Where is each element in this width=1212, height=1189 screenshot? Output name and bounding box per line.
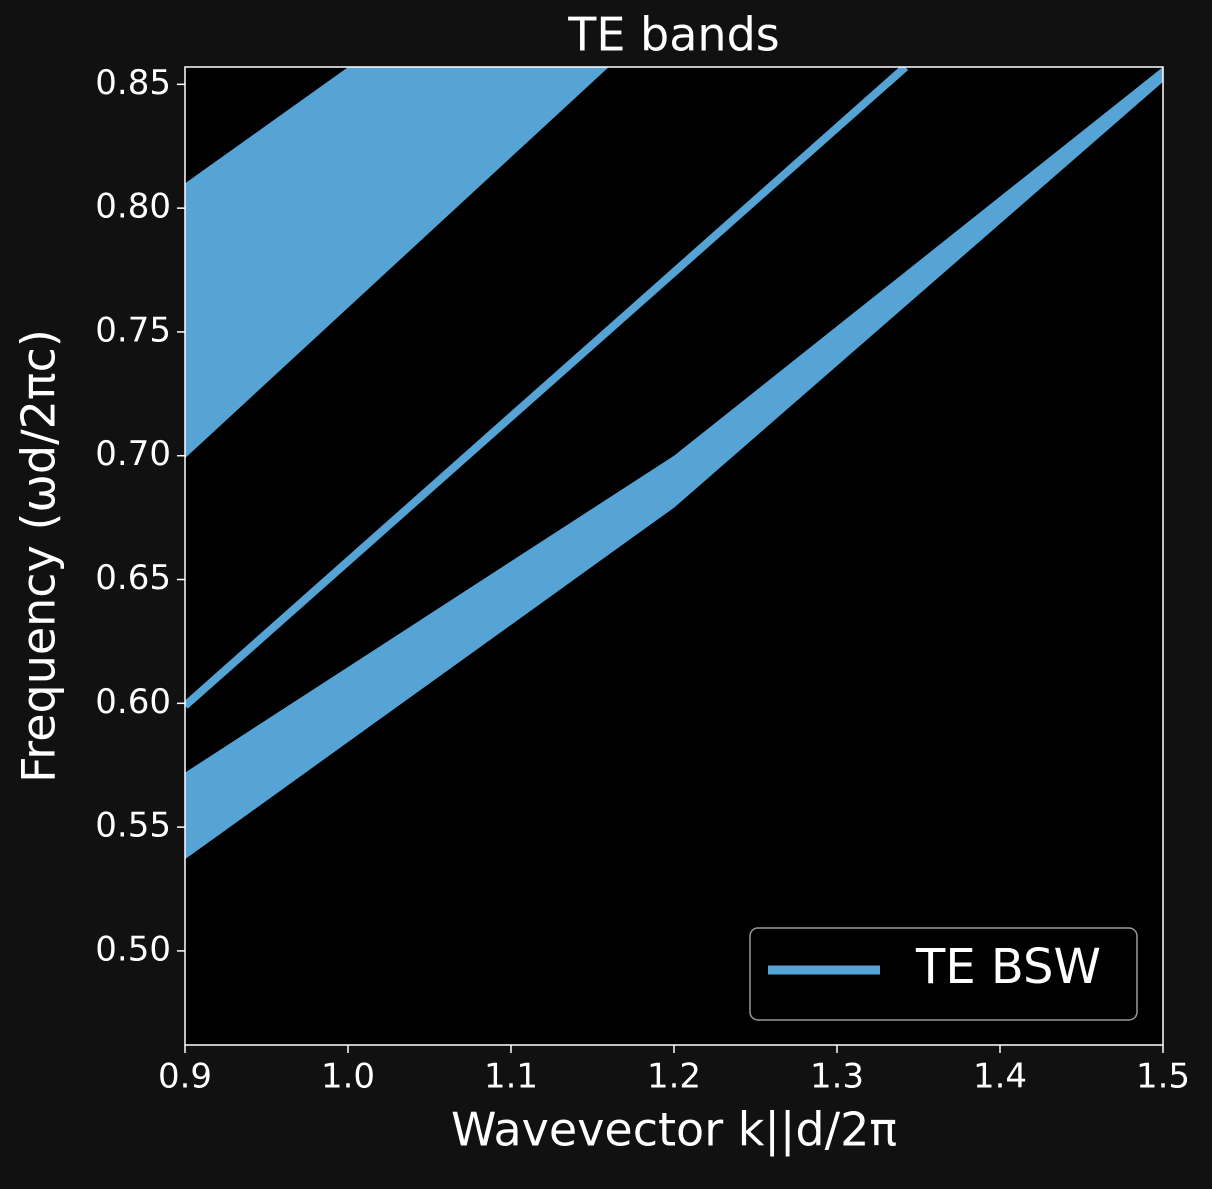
chart-title: TE bands [567,8,780,62]
fill-band [185,67,609,459]
y-tick-label: 0.85 [95,63,171,103]
x-tick-label: 0.9 [158,1057,212,1097]
x-tick-label: 1.1 [484,1057,538,1097]
x-tick-label: 1.2 [647,1057,701,1097]
x-tick-label: 1.0 [321,1057,375,1097]
x-tick-label: 1.3 [810,1057,864,1097]
plot-content [185,67,1163,860]
y-tick-label: 0.65 [95,558,171,598]
y-tick-label: 0.55 [95,806,171,846]
y-tick-label: 0.70 [95,434,171,474]
y-tick-label: 0.75 [95,310,171,350]
y-tick-label: 0.60 [95,682,171,722]
x-tick-label: 1.4 [973,1057,1027,1097]
legend: TE BSW [749,927,1138,1021]
x-axis-label: Wavevector k||d/2π [451,1103,897,1158]
y-axis-label: Frequency (ωd/2πc) [12,329,66,783]
y-tick-label: 0.50 [95,929,171,969]
legend-label: TE BSW [915,939,1101,995]
legend-box [749,927,1138,1021]
y-tick-label: 0.80 [95,187,171,227]
x-tick-label: 1.5 [1136,1057,1190,1097]
fill-band [185,67,1163,860]
series-line [185,67,909,709]
